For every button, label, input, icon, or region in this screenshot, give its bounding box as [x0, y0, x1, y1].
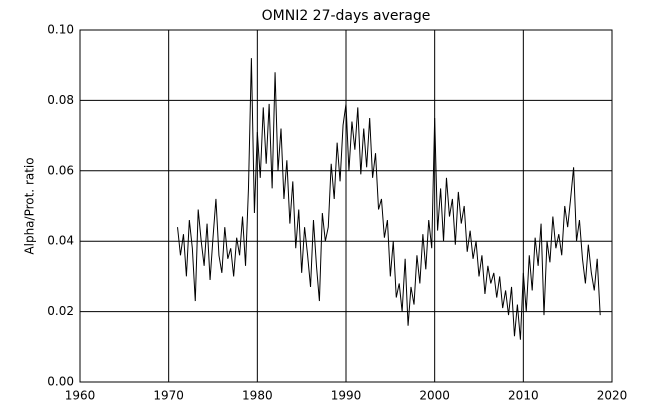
y-tick-label: 0.04 — [47, 234, 74, 248]
y-tick-label: 0.06 — [47, 163, 74, 177]
x-tick-label: 2020 — [597, 389, 628, 403]
y-tick-label: 0.08 — [47, 93, 74, 107]
y-tick-label: 0.00 — [47, 375, 74, 389]
y-tick-label: 0.02 — [47, 304, 74, 318]
x-tick-label: 1990 — [331, 389, 362, 403]
y-tick-label: 0.10 — [47, 23, 74, 37]
x-tick-label: 1980 — [242, 389, 273, 403]
x-tick-label: 1970 — [153, 389, 184, 403]
x-tick-label: 2000 — [419, 389, 450, 403]
data-line — [177, 58, 601, 340]
y-axis-label: Alpha/Prot. ratio — [23, 157, 37, 254]
x-tick-label: 1960 — [65, 389, 96, 403]
x-tick-label: 2010 — [508, 389, 539, 403]
chart-title: OMNI2 27-days average — [262, 8, 431, 24]
